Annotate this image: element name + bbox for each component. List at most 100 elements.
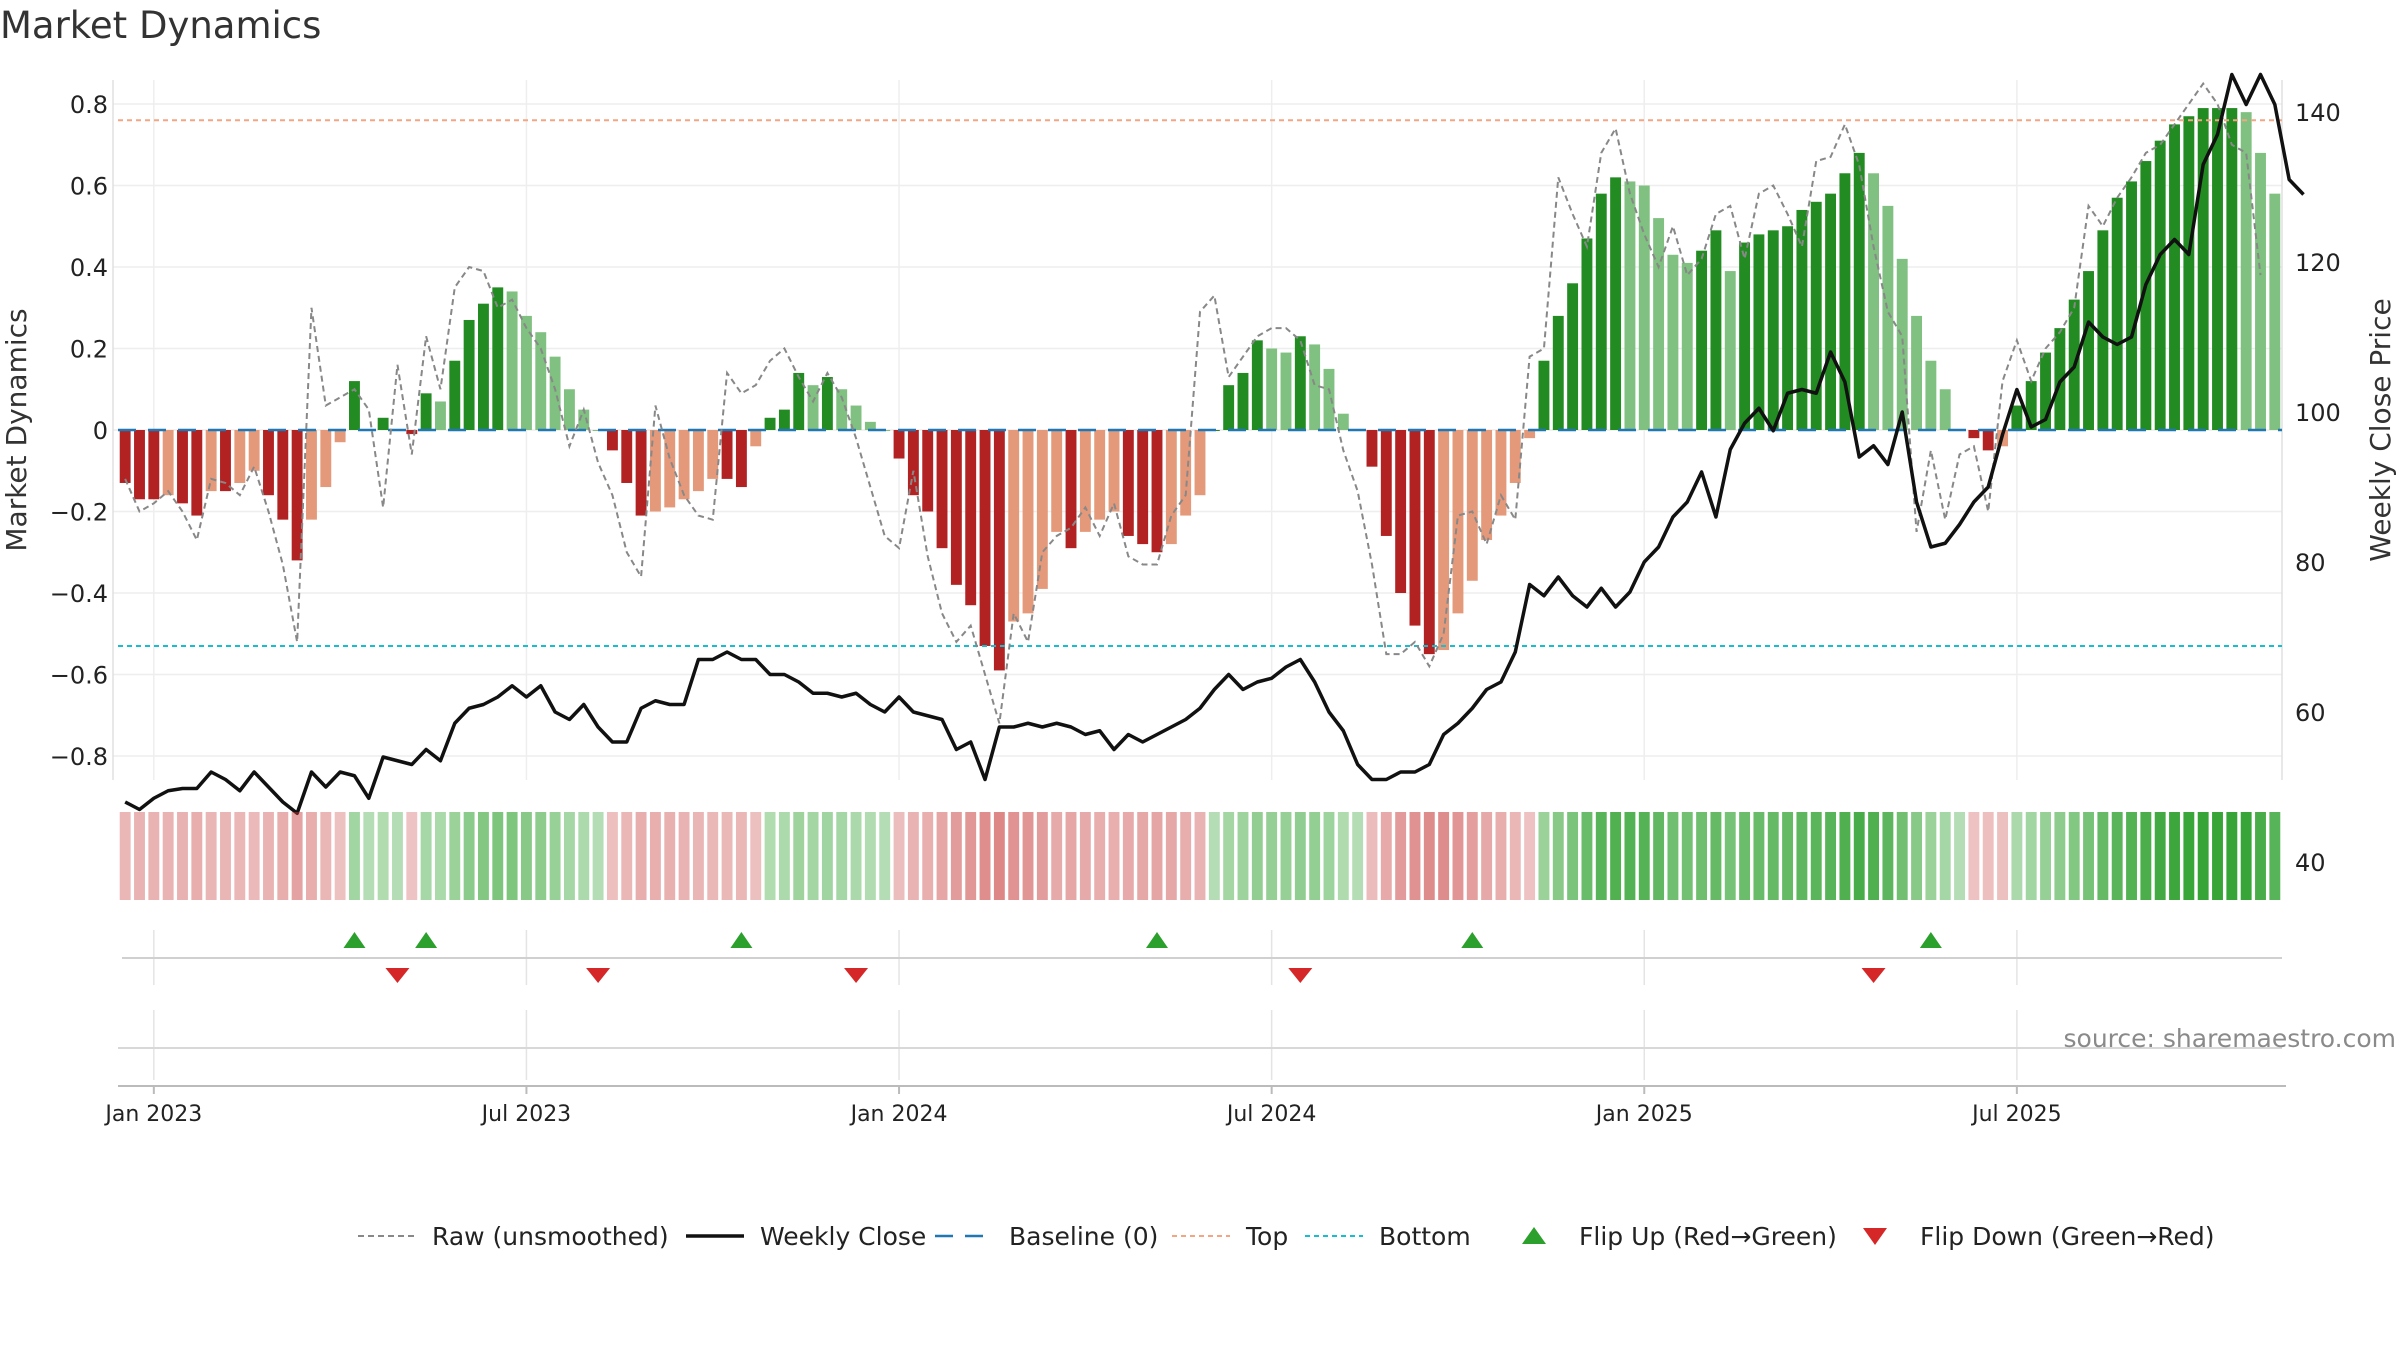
md-bar bbox=[2097, 230, 2109, 430]
y-tick-right-label: 60 bbox=[2295, 699, 2326, 727]
md-bar bbox=[2269, 193, 2281, 430]
ribbon-cell bbox=[1882, 812, 1894, 900]
ribbon-cell bbox=[1581, 812, 1593, 900]
ribbon-cell bbox=[649, 812, 661, 900]
ribbon-cell bbox=[263, 812, 274, 900]
ribbon-cell bbox=[1409, 812, 1421, 900]
ribbon-cell bbox=[1767, 812, 1779, 900]
y-tick-right-label: 40 bbox=[2295, 849, 2326, 877]
md-bar bbox=[1882, 205, 1894, 430]
md-bar bbox=[162, 430, 174, 496]
md-bar bbox=[1237, 372, 1249, 430]
ribbon-cell bbox=[2169, 812, 2180, 900]
ribbon-cell bbox=[1911, 812, 1923, 900]
md-bar bbox=[1868, 173, 1880, 430]
ribbon-cell bbox=[334, 812, 346, 900]
ribbon-cell bbox=[1380, 812, 1392, 900]
md-bar bbox=[965, 430, 977, 606]
legend-item-bottom: Bottom bbox=[1305, 1222, 1471, 1251]
md-bar bbox=[2240, 112, 2252, 431]
ribbon-cell bbox=[1323, 812, 1335, 900]
flip-down-marker bbox=[844, 968, 869, 983]
ribbon-cell bbox=[778, 812, 790, 900]
legend-label: Flip Down (Green→Red) bbox=[1920, 1222, 2215, 1251]
flip-up-marker bbox=[415, 932, 438, 948]
md-bar bbox=[1423, 430, 1435, 655]
ribbon-cell bbox=[850, 812, 862, 900]
md-bar bbox=[1911, 315, 1923, 430]
md-bar bbox=[1853, 152, 1865, 430]
md-bar bbox=[1939, 389, 1951, 430]
ribbon-cell bbox=[1739, 812, 1751, 900]
md-bar bbox=[1524, 430, 1536, 439]
md-bar bbox=[2212, 108, 2223, 430]
ribbon-cell bbox=[1251, 812, 1263, 900]
y-axis-right-label: Weekly Close Price bbox=[2364, 298, 2397, 561]
md-bar bbox=[1380, 430, 1392, 536]
ribbon-cell bbox=[1610, 812, 1622, 900]
md-bar bbox=[1065, 430, 1077, 549]
md-bar bbox=[1724, 271, 1736, 430]
ribbon-cell bbox=[1954, 812, 1965, 900]
ribbon-cell bbox=[1137, 812, 1149, 900]
md-bar bbox=[778, 409, 790, 430]
md-bar bbox=[1165, 430, 1177, 545]
ribbon-cell bbox=[349, 812, 360, 900]
ribbon-cell bbox=[1724, 812, 1736, 900]
x-tick-label: Jan 2024 bbox=[849, 1102, 948, 1127]
md-bar bbox=[1739, 242, 1751, 430]
md-bar bbox=[1968, 430, 1980, 439]
ribbon-cell bbox=[1294, 812, 1306, 900]
md-bar bbox=[1366, 430, 1378, 467]
ribbon-cell bbox=[1079, 812, 1091, 900]
md-bar bbox=[492, 287, 504, 430]
md-bar bbox=[1022, 430, 1034, 614]
md-bar bbox=[1008, 430, 1020, 622]
x-tick-label: Jan 2025 bbox=[1594, 1102, 1693, 1127]
ribbon-cell bbox=[2240, 812, 2252, 900]
ribbon-cell bbox=[1395, 812, 1407, 900]
y-tick-left-label: 0.4 bbox=[70, 254, 108, 282]
ribbon-cell bbox=[922, 812, 934, 900]
ribbon-cell bbox=[435, 812, 446, 900]
ribbon-cell bbox=[1352, 812, 1364, 900]
legend-label: Flip Up (Red→Green) bbox=[1579, 1222, 1837, 1251]
y-tick-right-label: 120 bbox=[2295, 249, 2341, 277]
md-bar bbox=[635, 430, 647, 516]
ribbon-cell bbox=[936, 812, 948, 900]
ribbon-cell bbox=[1337, 812, 1349, 900]
md-bar bbox=[606, 430, 618, 451]
ribbon-cell bbox=[1151, 812, 1163, 900]
ribbon-cell bbox=[291, 812, 303, 900]
ribbon-cell bbox=[1280, 812, 1292, 900]
ribbon-cell bbox=[1165, 812, 1177, 900]
md-bar bbox=[1466, 430, 1478, 581]
md-bar bbox=[893, 430, 905, 459]
legend-label: Top bbox=[1245, 1222, 1288, 1251]
md-bar bbox=[2040, 352, 2051, 430]
ribbon-cell bbox=[2068, 812, 2080, 900]
md-bar bbox=[277, 430, 289, 520]
ribbon-cell bbox=[1108, 812, 1120, 900]
md-bar bbox=[291, 430, 303, 561]
ribbon-cell bbox=[406, 812, 418, 900]
x-tick-label: Jul 2023 bbox=[480, 1102, 572, 1127]
md-bar bbox=[134, 430, 145, 500]
ribbon-cell bbox=[1825, 812, 1837, 900]
ribbon-cell bbox=[2183, 812, 2195, 900]
ribbon-cell bbox=[864, 812, 876, 900]
ribbon-cell bbox=[721, 812, 733, 900]
y-tick-right-label: 80 bbox=[2295, 549, 2326, 577]
y-tick-left-label: −0.8 bbox=[50, 743, 108, 771]
ribbon-cell bbox=[950, 812, 962, 900]
ribbon-cell bbox=[893, 812, 905, 900]
md-bar bbox=[2183, 116, 2195, 430]
md-bar bbox=[205, 430, 217, 492]
md-bar bbox=[234, 430, 246, 483]
ribbon-cell bbox=[2154, 812, 2166, 900]
md-bar bbox=[1438, 430, 1450, 651]
ribbon-cell bbox=[1982, 812, 1994, 900]
md-bar bbox=[119, 430, 131, 483]
md-bar bbox=[1509, 430, 1521, 483]
ribbon-cell bbox=[1839, 812, 1851, 900]
